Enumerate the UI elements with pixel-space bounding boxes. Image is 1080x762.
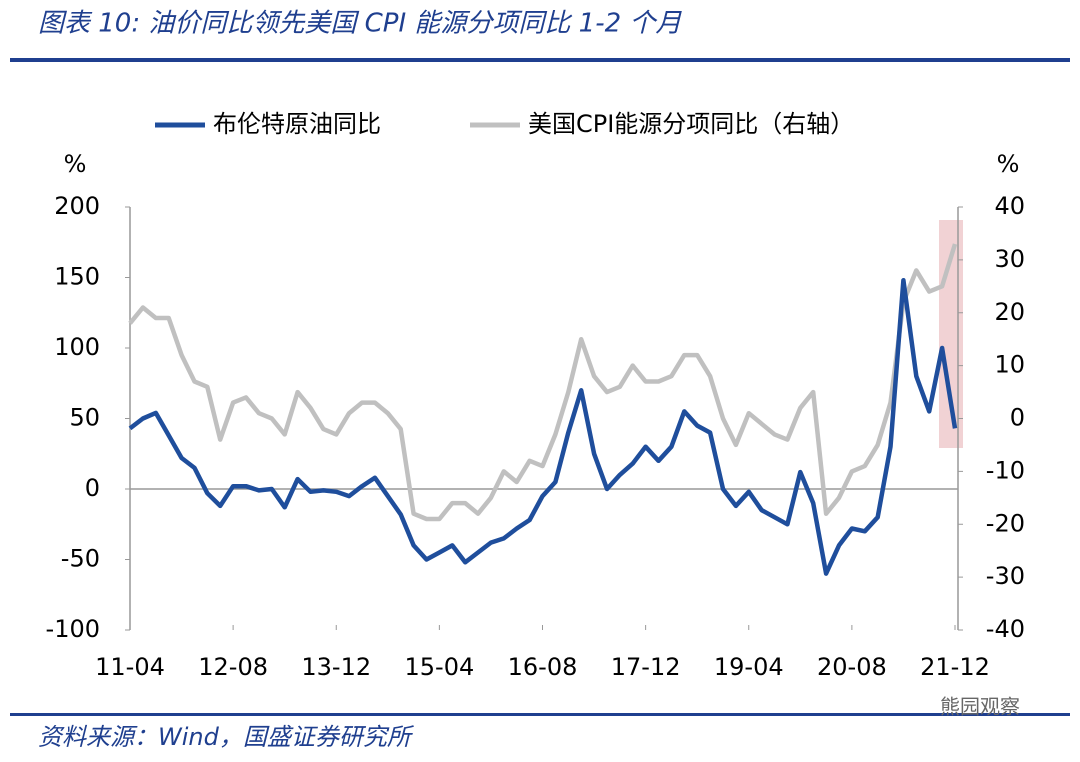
y2-tick-label: 30 [994,245,1025,273]
y-tick-label: 50 [69,404,100,432]
series-line [128,243,958,522]
y-tick-label: -50 [61,545,100,573]
x-tick-label: 13-12 [301,653,371,681]
y-tick-label: 100 [54,333,100,361]
watermark: 熊园观察 [940,695,1020,719]
y2-tick-label: -10 [986,456,1025,484]
y-tick-label: 200 [54,192,100,220]
y-axis-label: % [64,150,87,178]
y2-tick-label: 0 [1010,404,1025,432]
y2-tick-label: 40 [994,192,1025,220]
y-tick-label: -100 [46,615,100,643]
x-tick-label: 20-08 [817,653,887,681]
y-tick-label: 150 [54,263,100,291]
x-tick-label: 19-04 [714,653,784,681]
header-rule [10,58,1070,62]
y2-axis-label: % [997,150,1020,178]
x-tick-label: 16-08 [508,653,578,681]
x-tick-label: 11-04 [95,653,165,681]
x-tick-label: 17-12 [611,653,681,681]
chart-title: 图表 10: 油价同比领先美国 CPI 能源分项同比 1-2 个月 [38,9,682,39]
x-tick-label: 21-12 [920,653,990,681]
legend-label: 美国CPI能源分项同比（右轴） [528,110,854,138]
legend-label: 布伦特原油同比 [213,110,381,138]
x-tick-label: 15-04 [405,653,475,681]
y2-tick-label: 20 [994,298,1025,326]
y2-tick-label: -20 [986,509,1025,537]
y2-tick-label: 10 [994,351,1025,379]
y2-tick-label: -40 [986,615,1025,643]
x-tick-label: 12-08 [198,653,268,681]
y2-tick-label: -30 [986,562,1025,590]
source: 资料来源：Wind，国盛证券研究所 [38,723,415,751]
series-line [128,278,958,576]
footer-rule [10,713,1070,716]
y-tick-label: 0 [85,474,100,502]
